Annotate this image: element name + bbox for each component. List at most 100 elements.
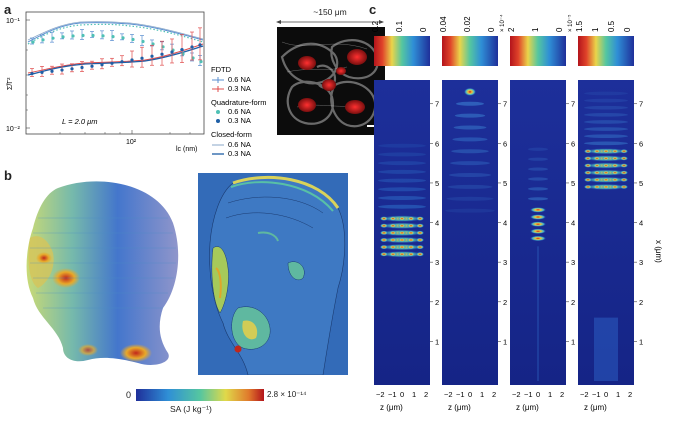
field-hotspot — [620, 163, 628, 168]
colorbar-label: SA (J kg⁻¹) — [170, 404, 212, 414]
x-tick-label: 0 — [468, 390, 472, 399]
x-tick-label: −1 — [456, 390, 465, 399]
field-hotspot — [389, 230, 397, 236]
y-tick-label: 6 — [503, 139, 507, 148]
quad-03-point — [110, 61, 114, 65]
colorbar-tick: 1 — [531, 27, 540, 32]
field-hotspot — [398, 230, 406, 236]
field-columns — [374, 80, 634, 385]
field-fringe-faint — [584, 134, 628, 139]
quad-03-point — [160, 52, 164, 56]
field-fringe-faint — [378, 161, 426, 166]
micrograph-scale-label: ~150 μm — [313, 7, 347, 17]
quad-03-point — [50, 69, 54, 73]
x-tick-label: 1 — [412, 390, 416, 399]
colorbar-tick: 0.04 — [439, 16, 448, 32]
quad-06-point — [31, 40, 35, 44]
field-hotspot — [416, 244, 424, 250]
y-tick-label: 7 — [435, 100, 439, 109]
field-hotspot — [407, 223, 415, 228]
y-tick-label: 6 — [639, 139, 643, 148]
field-hotspot — [620, 149, 628, 154]
x-tick-label: −1 — [524, 390, 533, 399]
field-hotspot — [389, 223, 397, 228]
field-hotspot — [620, 177, 628, 182]
y-tick-label: 7 — [571, 100, 575, 109]
field-fringe-faint — [528, 167, 548, 171]
field-hotspot — [407, 230, 415, 236]
panel-b-letter: b — [4, 168, 12, 183]
field-fringe-faint — [528, 187, 548, 191]
field-hotspot — [530, 221, 546, 227]
y-tick-label: 2 — [571, 298, 575, 307]
quad-03-point — [120, 60, 124, 64]
quad-03-point — [190, 45, 194, 49]
x-tick-label: −1 — [592, 390, 601, 399]
field-hotspot — [380, 252, 388, 257]
y-tick-label: 3 — [503, 258, 507, 267]
field-hotspot — [584, 184, 592, 190]
field-hotspot — [389, 216, 397, 221]
quad-03-point — [40, 70, 44, 74]
field-tail — [537, 246, 539, 381]
field-fringe-faint — [446, 196, 494, 201]
y-tick-label: 1 — [435, 337, 439, 346]
panel-a-plot: 10⁻¹ 10⁻² 10² lc (nm) Σ̃/Γ² L = 2.0 μm F… — [6, 11, 266, 158]
y-tick-label: 3 — [571, 258, 575, 267]
field-hotspot — [620, 156, 628, 161]
y-tick-label: 5 — [435, 179, 439, 188]
quad-03-point — [180, 47, 184, 52]
legend-fdtd-03: 0.3 NA — [228, 84, 251, 93]
closed-03-line — [27, 45, 204, 76]
field-hotspot — [602, 170, 610, 175]
legend: FDTD 0.6 NA 0.3 NA Quadrature-form 0.6 N… — [211, 65, 266, 158]
field-fringe-faint — [454, 113, 486, 118]
colorbar-tick: 0 — [487, 27, 496, 32]
field-hotspot — [380, 237, 388, 243]
field-hotspot — [407, 252, 415, 257]
field-hotspot — [611, 170, 619, 175]
field-hotspot — [611, 149, 619, 154]
field-hotspot — [584, 149, 592, 154]
colorbar-max: 2.8 × 10⁻¹⁴ — [267, 390, 307, 399]
field-fringe-faint — [450, 161, 490, 166]
field-hotspot — [593, 170, 601, 175]
colorbar-tick: 1.5 — [575, 20, 584, 32]
field-hotspot — [398, 244, 406, 250]
field-hotspot — [620, 184, 628, 190]
quad-03-point — [198, 43, 202, 47]
panel-a-letter: a — [4, 2, 12, 17]
field-hotspot — [620, 170, 628, 175]
field-hotspot — [398, 252, 406, 257]
field-fringe-faint — [456, 101, 484, 106]
y-tick-label: 5 — [639, 179, 643, 188]
x-tick-label: 2 — [560, 390, 564, 399]
field-hotspot — [407, 237, 415, 243]
x-tick-label: 2 — [628, 390, 632, 399]
field-fringe-faint — [448, 173, 492, 178]
field-hotspot — [593, 177, 601, 182]
field-hotspot — [602, 163, 610, 168]
z-axis-label: z (μm) — [448, 403, 471, 412]
field-fringe-faint — [445, 208, 495, 213]
field-hotspot — [398, 223, 406, 228]
field-hotspot — [389, 252, 397, 257]
x-tick-label: 2 — [492, 390, 496, 399]
panel-b-colorbar — [136, 389, 264, 401]
field-hotspot — [602, 156, 610, 161]
field-hotspot — [611, 163, 619, 168]
head-cross-section — [198, 173, 348, 375]
quad-06-point — [41, 38, 45, 42]
field-fringe-faint — [378, 187, 426, 192]
x-tick-mid: 10² — [126, 139, 137, 146]
x-tick-label: −2 — [580, 390, 589, 399]
field-hotspot — [416, 223, 424, 228]
field-hotspot — [398, 216, 406, 221]
quad-06-point — [131, 37, 135, 42]
field-fringe-faint — [452, 137, 488, 142]
field-hotspot — [398, 237, 406, 243]
y-tick-label: 4 — [435, 219, 439, 228]
field-hotspot — [530, 214, 546, 220]
field-hotspot — [611, 156, 619, 161]
